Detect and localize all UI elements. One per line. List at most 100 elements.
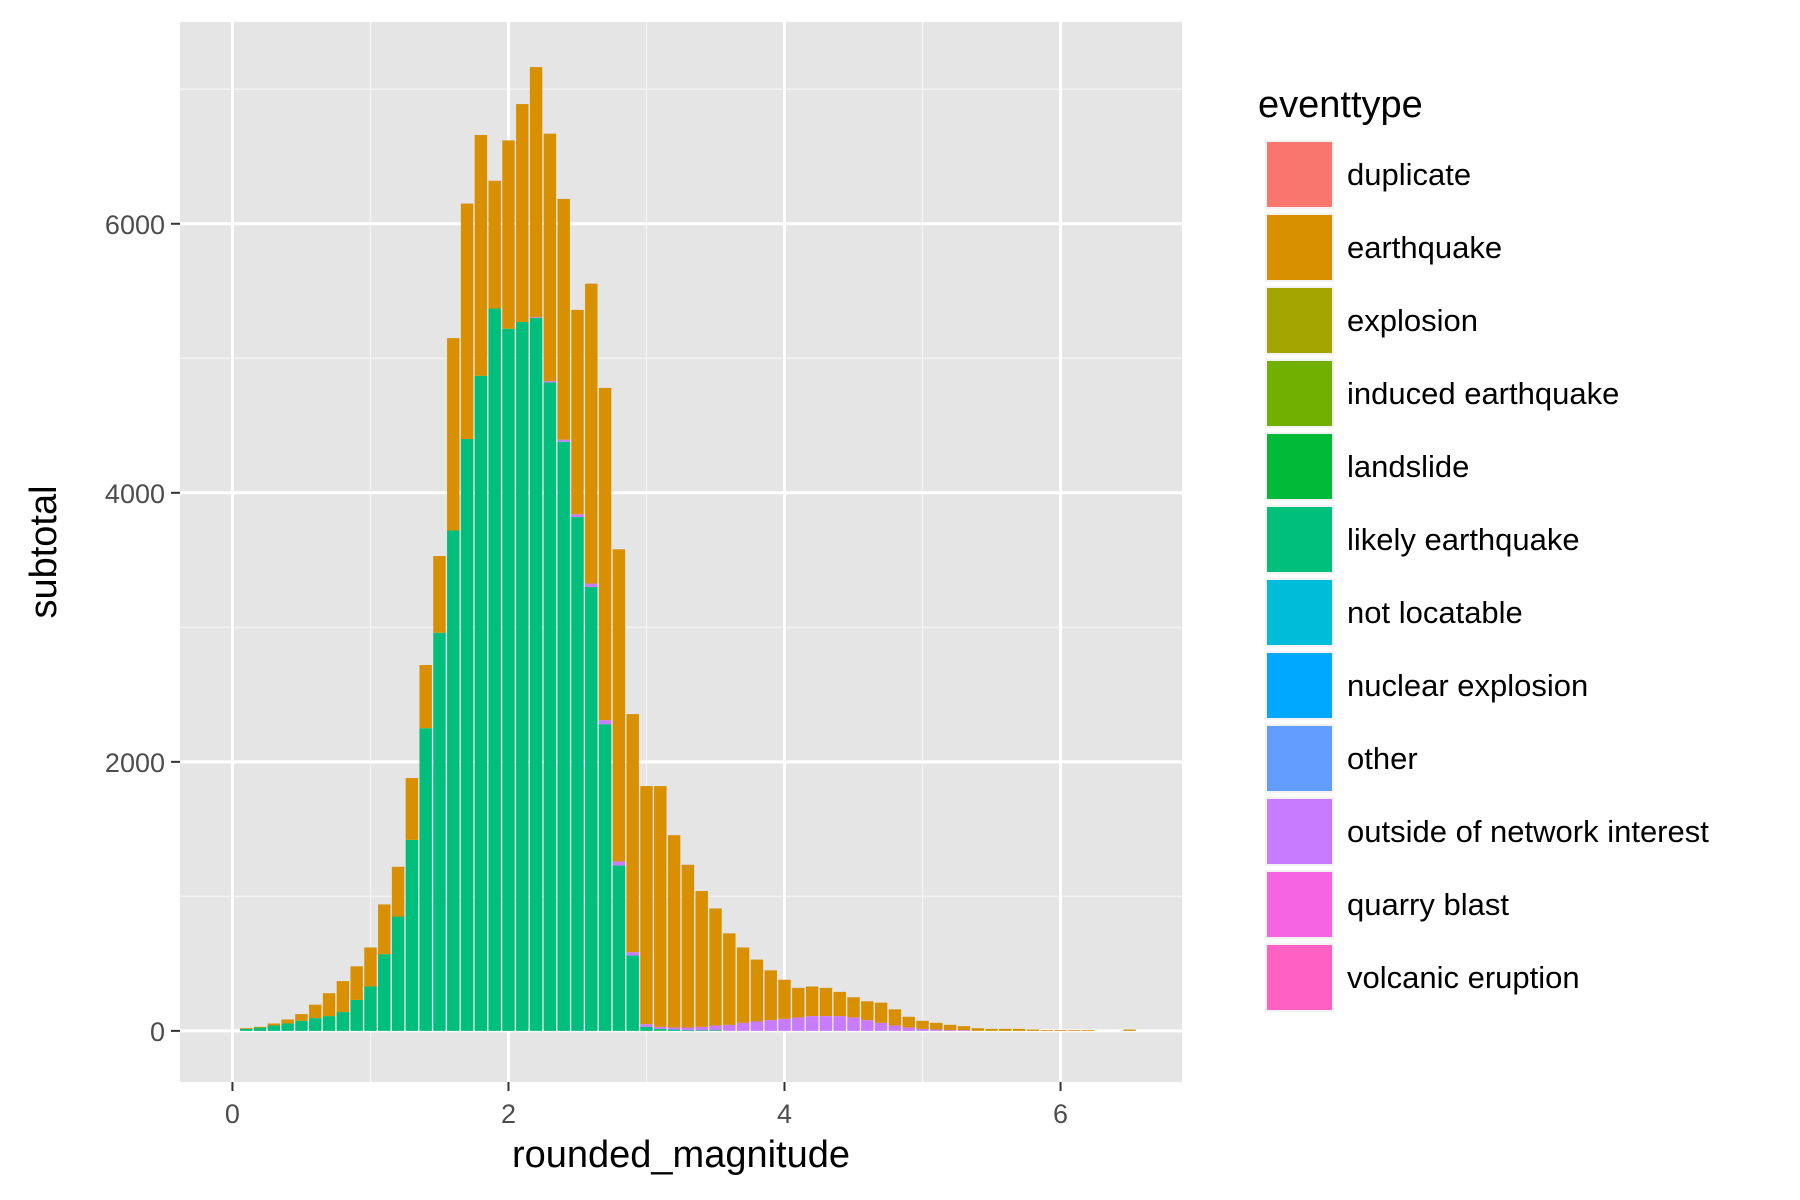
bar-segment bbox=[253, 1026, 267, 1028]
bar-segment bbox=[888, 1025, 902, 1031]
bar-segment bbox=[640, 1026, 653, 1031]
bar-segment bbox=[695, 890, 708, 1027]
bar-segment bbox=[1123, 1029, 1136, 1031]
legend-swatch bbox=[1267, 215, 1332, 280]
bar-segment bbox=[598, 720, 612, 725]
bar-segment bbox=[433, 556, 446, 633]
bar-segment bbox=[557, 439, 570, 442]
legend-swatch bbox=[1267, 434, 1332, 499]
bar-segment bbox=[557, 198, 570, 440]
x-tick-label: 4 bbox=[777, 1099, 792, 1129]
bar-segment bbox=[378, 904, 391, 955]
bar-segment bbox=[1040, 1030, 1053, 1032]
bar-segment bbox=[943, 1024, 957, 1031]
y-tick-label: 0 bbox=[150, 1017, 165, 1047]
bar-segment bbox=[502, 328, 515, 1031]
bar-segment bbox=[433, 632, 446, 1031]
bar-segment bbox=[654, 786, 667, 1027]
legend-swatch bbox=[1267, 288, 1332, 353]
bar-segment bbox=[957, 1030, 971, 1032]
bar-segment bbox=[654, 1028, 667, 1031]
bar-segment bbox=[474, 375, 488, 1031]
bar-segment bbox=[833, 1016, 846, 1031]
bar-segment bbox=[874, 1002, 888, 1023]
bar-segment bbox=[916, 1028, 929, 1031]
bar-segment bbox=[971, 1028, 984, 1031]
bar-segment bbox=[571, 517, 584, 1031]
bar-segment bbox=[322, 993, 336, 1017]
bar-segment bbox=[378, 954, 391, 1031]
legend-swatch bbox=[1267, 945, 1332, 1010]
bar-segment bbox=[1081, 1030, 1095, 1032]
bar-segment bbox=[612, 865, 626, 1031]
bar-segment bbox=[253, 1027, 267, 1031]
x-axis-title: rounded_magnitude bbox=[512, 1134, 850, 1176]
legend-label: likely earthquake bbox=[1347, 522, 1580, 557]
bar-segment bbox=[240, 1028, 253, 1029]
legend-label: landslide bbox=[1347, 449, 1469, 484]
x-tick-label: 6 bbox=[1053, 1099, 1068, 1129]
legend-swatch bbox=[1267, 507, 1332, 572]
y-tick-label: 4000 bbox=[105, 479, 165, 509]
bar-segment bbox=[999, 1028, 1012, 1031]
bar-segment bbox=[364, 986, 377, 1031]
bar-segment bbox=[295, 1020, 308, 1031]
bar-segment bbox=[695, 1030, 708, 1032]
bar-segment bbox=[474, 134, 488, 376]
bar-segment bbox=[957, 1026, 971, 1031]
bar-segment bbox=[295, 1014, 308, 1021]
bar-segment bbox=[571, 514, 584, 518]
bar-segment bbox=[723, 933, 736, 1025]
bar-segment bbox=[488, 180, 501, 309]
x-axis: 0 2 4 6 bbox=[225, 1082, 1068, 1129]
bar-segment bbox=[447, 530, 460, 1031]
bar-segment bbox=[1054, 1030, 1067, 1032]
bar-segment bbox=[805, 1016, 819, 1031]
bar-segment bbox=[419, 664, 432, 729]
legend-swatch bbox=[1267, 580, 1332, 645]
bar-segment bbox=[833, 991, 846, 1017]
y-axis: 0 2000 4000 6000 bbox=[105, 210, 180, 1047]
bar-segment bbox=[902, 1016, 915, 1028]
minor-gridlines bbox=[180, 22, 1182, 1082]
bar-segment bbox=[281, 1019, 294, 1024]
bar-segment bbox=[391, 866, 405, 917]
bar-segment bbox=[640, 1024, 653, 1027]
bar-segment bbox=[667, 1027, 681, 1030]
bar-segment bbox=[267, 1025, 281, 1031]
legend-label: induced earthquake bbox=[1347, 376, 1619, 411]
bar-segment bbox=[930, 1029, 943, 1031]
bar-segment bbox=[750, 959, 764, 1022]
bar-segment bbox=[543, 381, 557, 383]
bar-segment bbox=[502, 140, 515, 329]
bar-segment bbox=[598, 724, 612, 1031]
bar-segment bbox=[336, 1012, 350, 1031]
bar-segment bbox=[529, 317, 543, 1031]
bar-segment bbox=[571, 309, 584, 515]
bar-segment bbox=[626, 714, 639, 953]
bar-segment bbox=[654, 1026, 667, 1029]
bar-segment bbox=[778, 979, 791, 1019]
y-tick-label: 6000 bbox=[105, 210, 165, 240]
bar-segment bbox=[764, 1020, 777, 1031]
bar-segment bbox=[1026, 1029, 1040, 1031]
bar-segment bbox=[764, 970, 777, 1021]
bar-segment bbox=[695, 1026, 708, 1031]
legend-label: earthquake bbox=[1347, 230, 1502, 265]
bar-segment bbox=[350, 999, 363, 1031]
bar-segment bbox=[460, 203, 474, 440]
bar-segment bbox=[516, 321, 529, 1031]
legend-label: nuclear explosion bbox=[1347, 668, 1588, 703]
bar-segment bbox=[364, 947, 377, 987]
bar-segment bbox=[612, 861, 626, 866]
bar-segment bbox=[529, 67, 543, 318]
bar-segment bbox=[681, 1030, 695, 1032]
x-tick-label: 2 bbox=[501, 1099, 516, 1129]
bar-segment bbox=[930, 1022, 943, 1030]
bar-segment bbox=[792, 987, 805, 1018]
bar-segment bbox=[888, 1009, 902, 1026]
bar-segment bbox=[667, 835, 681, 1028]
bar-segment bbox=[281, 1023, 294, 1031]
bar-segment bbox=[943, 1030, 957, 1032]
